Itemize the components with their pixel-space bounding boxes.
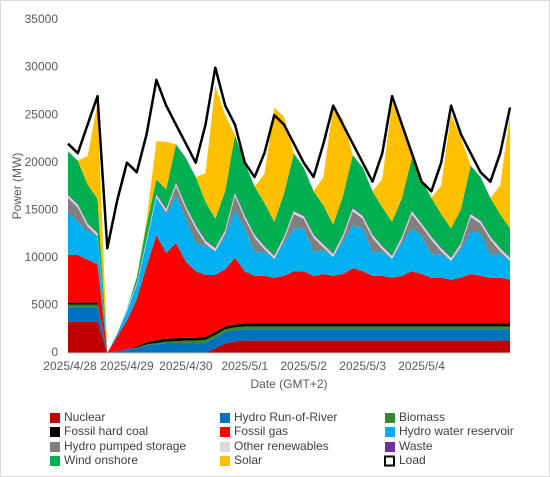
- area: [68, 321, 510, 353]
- x-tick-label: 2025/5/3: [339, 359, 386, 373]
- legend-label: Load: [399, 453, 426, 467]
- y-tick-label: 0: [51, 345, 58, 359]
- x-tick-label: 2025/5/4: [398, 359, 445, 373]
- x-tick-label: 2025/4/29: [100, 359, 154, 373]
- load-line: [67, 66, 512, 250]
- legend-label: Other renewables: [234, 439, 329, 453]
- legend-swatch: [385, 442, 395, 452]
- y-tick-label: 10000: [25, 250, 59, 264]
- legend-label: Hydro pumped storage: [64, 439, 186, 453]
- x-tick-label: 2025/4/30: [159, 359, 213, 373]
- legend-label: Nuclear: [64, 410, 105, 424]
- y-tick-label: 35000: [25, 12, 59, 26]
- y-tick-label: 20000: [25, 155, 59, 169]
- legend-label: Wind onshore: [64, 453, 138, 467]
- area: [68, 302, 510, 353]
- y-tick-label: 25000: [25, 107, 59, 121]
- x-tick-label: 2025/4/28: [43, 359, 97, 373]
- area: [68, 235, 510, 353]
- legend-swatch: [220, 442, 230, 452]
- legend-swatch: [50, 442, 60, 452]
- legend-swatch: [220, 427, 230, 437]
- y-tick-label: 15000: [25, 202, 59, 216]
- x-tick-label: 2025/5/2: [280, 359, 327, 373]
- x-axis-title: Date (GMT+2): [250, 377, 327, 391]
- legend-swatch: [220, 456, 230, 466]
- area: [68, 307, 510, 353]
- legend-swatch: [385, 413, 395, 423]
- legend-label: Hydro water reservoir: [399, 424, 514, 438]
- legend-label: Solar: [234, 453, 262, 467]
- area: [68, 195, 510, 353]
- legend-label: Fossil hard coal: [64, 424, 148, 438]
- legend-swatch: [220, 413, 230, 423]
- area: [68, 304, 510, 353]
- x-tick-label: 2025/5/1: [221, 359, 268, 373]
- area: [68, 135, 510, 353]
- legend-label: Biomass: [399, 410, 445, 424]
- legend-swatch: [385, 427, 395, 437]
- area: [68, 85, 510, 353]
- y-tick-label: 30000: [25, 60, 59, 74]
- legend-label: Waste: [399, 439, 433, 453]
- y-axis-title: Power (MW): [10, 153, 24, 220]
- y-tick-label: 5000: [31, 298, 58, 312]
- legend-swatch: [50, 456, 60, 466]
- legend-swatch: [384, 455, 395, 467]
- legend-label: Hydro Run-of-River: [234, 410, 337, 424]
- legend-swatch: [50, 413, 60, 423]
- legend-label: Fossil gas: [234, 424, 288, 438]
- legend-swatch: [50, 427, 60, 437]
